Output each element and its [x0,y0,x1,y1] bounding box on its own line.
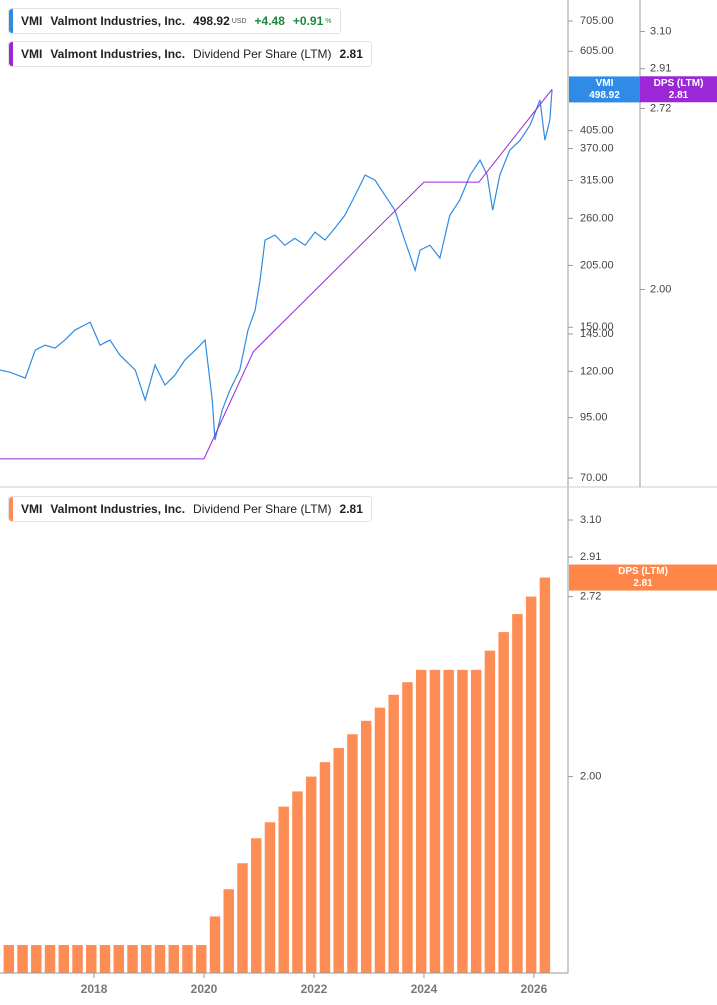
bar [168,945,179,973]
bar [44,945,56,973]
y-tick-label: 2.91 [580,551,601,563]
y2-tick-label: 2.00 [650,283,671,295]
bar [498,632,509,973]
y-tick-label: 405.00 [580,125,614,137]
bar [251,838,262,973]
bar [512,614,523,973]
bar [292,791,303,973]
ticker: VMI [21,502,43,516]
y-tick-label: 2.72 [580,591,601,603]
series-line [0,88,553,460]
y-tick-label: 95.00 [580,412,608,424]
price-badge [640,76,717,103]
bar [360,720,372,973]
ticker: VMI [21,14,43,28]
bar [347,734,358,973]
bar [278,806,289,973]
y-tick-label: 370.00 [580,142,614,154]
badge-value: 498.92 [589,90,620,101]
y-tick-label: 150.00 [580,321,614,333]
bar [154,945,166,973]
last-price: 498.92 [193,14,230,28]
y2-tick-label: 3.10 [650,25,671,37]
bar [127,945,138,973]
bar [196,945,207,973]
x-tick-label: 2026 [521,982,548,996]
y-tick-label: 2.00 [580,771,601,783]
badge-value: 2.81 [669,90,689,101]
y-tick-label: 145.00 [580,328,614,340]
badge-value: 2.81 [633,578,653,589]
bar [484,650,496,973]
bar [223,889,234,973]
y-tick-label: 120.00 [580,365,614,377]
x-tick-label: 2024 [411,982,438,996]
metric: Dividend Per Share (LTM) [193,47,332,61]
bar [17,945,28,973]
bar [457,669,468,973]
bar [402,682,413,973]
bar [3,945,15,973]
bar [31,945,42,973]
x-tick-label: 2022 [301,982,328,996]
pct-unit: % [325,17,332,25]
bar [415,669,427,973]
bar [113,945,124,973]
bar [58,945,70,973]
bar [525,596,537,973]
change-pct: +0.91 [292,14,324,28]
badge-label: VMI [596,78,614,89]
legend-price: VMI Valmont Industries, Inc. 498.92 USD … [8,8,341,34]
y-tick-label: 605.00 [580,45,614,57]
legend-dps: VMI Valmont Industries, Inc. Dividend Pe… [8,41,372,67]
metric: Dividend Per Share (LTM) [193,502,332,516]
y-tick-label: 205.00 [580,259,614,271]
y2-tick-label: 2.72 [650,102,671,114]
bar [429,669,441,973]
bar [86,945,97,973]
bar [209,916,221,973]
company: Valmont Industries, Inc. [50,47,186,61]
bar [99,945,111,973]
company: Valmont Industries, Inc. [50,502,186,516]
bar [264,822,276,973]
y-tick-label: 705.00 [580,15,614,27]
bar [374,707,386,973]
x-tick-label: 2020 [191,982,218,996]
price-badge [569,564,717,591]
series-line [0,89,553,441]
y2-tick-label: 2.91 [650,63,671,75]
last-dps: 2.81 [339,502,363,516]
y-tick-label: 260.00 [580,212,614,224]
bar [141,945,152,973]
badge-label: DPS (LTM) [654,78,704,89]
bar [237,863,248,973]
bar [305,776,317,973]
legend-dps-bars: VMI Valmont Industries, Inc. Dividend Pe… [8,496,372,522]
badge-label: DPS (LTM) [618,566,668,577]
bar [319,762,331,973]
bar [443,669,454,973]
y-tick-label: 315.00 [580,174,614,186]
change: +4.48 [254,14,285,28]
bar [539,577,551,973]
bar [182,945,193,973]
bar [470,669,482,973]
price-badge [569,76,640,103]
y-tick-label: 70.00 [580,472,608,484]
last-dps: 2.81 [339,47,363,61]
x-tick-label: 2018 [81,982,108,996]
currency: USD [231,17,247,25]
company: Valmont Industries, Inc. [50,14,186,28]
bar [333,748,344,973]
y-tick-label: 3.10 [580,514,601,526]
bar [388,694,399,973]
ticker: VMI [21,47,43,61]
bar [72,945,83,973]
